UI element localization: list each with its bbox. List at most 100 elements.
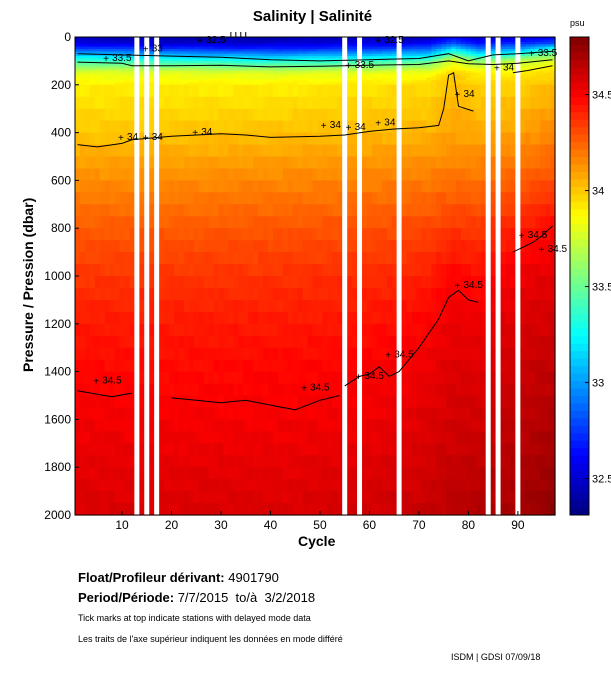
heatmap-cell [149,80,155,83]
heatmap-cell [421,68,427,72]
heatmap-cell [312,503,318,516]
heatmap-cell [75,44,81,48]
heatmap-cell [258,56,264,60]
heatmap-cell [510,276,516,289]
heatmap-cell [258,51,264,55]
heatmap-cell [193,56,200,60]
heatmap-cell [119,39,125,43]
heatmap-cell [332,192,338,205]
heatmap-cell [149,63,155,67]
heatmap-cell [317,228,323,241]
heatmap-cell [332,455,338,468]
heatmap-cell [441,63,447,67]
heatmap-cell [441,39,447,43]
heatmap-cell [431,479,437,492]
heatmap-cell [129,120,135,134]
heatmap-cell [159,216,165,229]
heatmap-cell [218,53,224,57]
heatmap-cell [188,431,195,444]
heatmap-cell [139,96,145,110]
heatmap-cell [193,299,200,313]
heatmap-cell [470,39,477,43]
heatmap-cell [228,359,234,373]
heatmap-cell [248,72,254,76]
heatmap-cell [436,96,442,110]
heatmap-cell [362,65,368,69]
heatmap-cell [510,359,516,373]
heatmap-cell [119,77,125,81]
heatmap-cell [243,168,249,181]
heatmap-cell [312,80,318,83]
heatmap-cell [446,58,452,62]
heatmap-cell [381,491,388,504]
heatmap-cell [183,252,190,265]
heatmap-cell [174,156,180,170]
heatmap-cell [233,65,239,69]
heatmap-cell [119,503,125,516]
heatmap-cell [421,44,427,48]
heatmap-cell [203,156,210,170]
heatmap-cell [198,77,205,81]
heatmap-cell [213,80,220,83]
heatmap-cell [322,156,328,170]
heatmap-cell [164,60,170,64]
heatmap-cell [465,467,472,480]
heatmap-cell [312,51,318,55]
heatmap-cell [104,335,111,349]
heatmap-cell [193,49,200,52]
heatmap-cell [203,228,210,241]
heatmap-cell [139,431,145,444]
heatmap-cell [114,80,121,83]
heatmap-cell [475,51,482,55]
heatmap-cell [322,419,328,432]
heatmap-cell [307,419,314,432]
heatmap-cell [198,58,205,62]
heatmap-cell [451,276,457,289]
heatmap-cell [500,108,507,122]
heatmap-cell [490,383,497,397]
heatmap-cell [174,252,180,265]
heatmap-cell [159,56,165,60]
heatmap-cell [193,51,200,55]
heatmap-cell [312,431,318,444]
heatmap-cell [347,383,353,397]
heatmap-cell [436,70,442,74]
heatmap-cell [327,70,333,74]
heatmap-cell [268,84,274,98]
heatmap-cell [208,65,215,69]
heatmap-cell [248,228,254,241]
heatmap-cell [406,228,412,241]
heatmap-cell [426,395,432,408]
heatmap-cell [109,65,116,69]
heatmap-cell [119,168,125,181]
heatmap-cell [510,132,516,146]
heatmap-cell [164,180,170,193]
heatmap-cell [411,156,417,170]
heatmap-cell [198,63,205,67]
heatmap-cell [416,335,422,349]
heatmap-cell [297,80,304,83]
heatmap-cell [178,156,185,170]
heatmap-cell [312,65,318,69]
heatmap-cell [376,431,383,444]
heatmap-cell [159,84,165,98]
heatmap-cell [287,323,294,337]
heatmap-cell [169,39,175,43]
heatmap-cell [436,299,442,313]
heatmap-cell [297,51,304,55]
heatmap-cell [322,120,328,134]
heatmap-cell [352,82,358,86]
heatmap-cell [198,347,205,361]
heatmap-cell [129,108,135,122]
heatmap-cell [337,156,343,170]
heatmap-cell [505,80,511,83]
heatmap-cell [208,82,215,86]
heatmap-cell [233,395,239,408]
heatmap-cell [337,407,343,420]
heatmap-cell [188,132,195,146]
heatmap-cell [109,216,116,229]
heatmap-cell [337,80,343,83]
heatmap-cell [332,299,338,313]
heatmap-cell [500,419,507,432]
heatmap-cell [277,108,284,122]
